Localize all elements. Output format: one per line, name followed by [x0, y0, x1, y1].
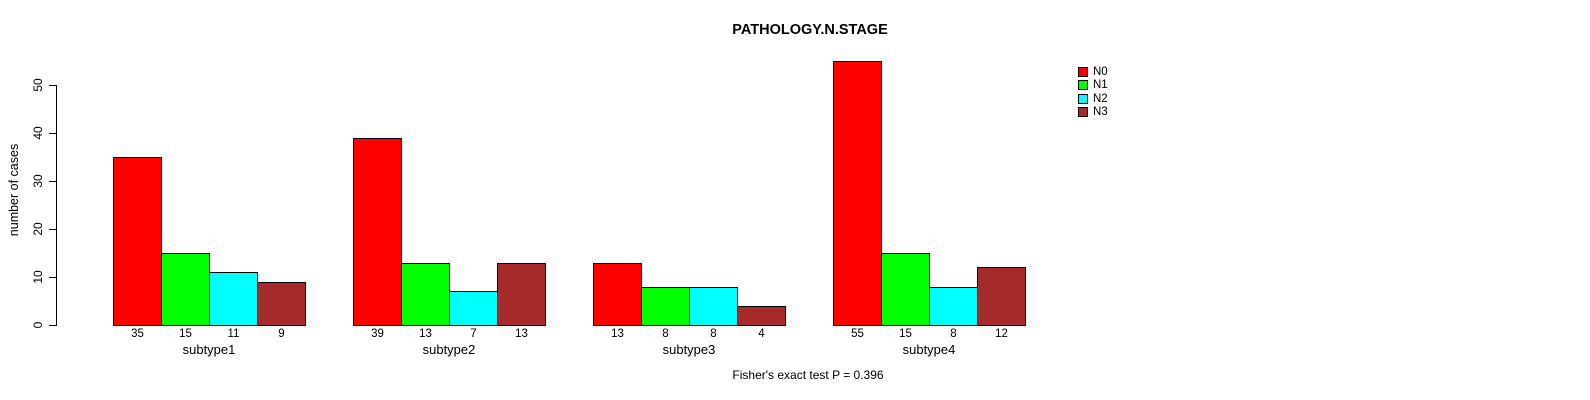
- legend-label-N1: N1: [1093, 79, 1108, 92]
- bar-subtype4-N2: [929, 286, 978, 326]
- bar-value-label: 13: [515, 328, 528, 340]
- category-label-subtype4: subtype4: [902, 342, 956, 357]
- bar-subtype2-N2: [449, 291, 498, 326]
- bar-subtype2-N1: [401, 262, 450, 326]
- bar-subtype3-N1: [641, 286, 690, 326]
- chart-title: PATHOLOGY.N.STAGE: [732, 22, 888, 38]
- bar-subtype1-N3: [257, 281, 306, 326]
- legend-swatch-N3: [1078, 107, 1088, 118]
- y-axis-tick-label: 20: [31, 222, 45, 236]
- y-axis-tick: [49, 229, 56, 230]
- bar-value-label: 15: [179, 328, 192, 340]
- bar-value-label: 8: [950, 328, 957, 340]
- bar-value-label: 7: [470, 328, 477, 340]
- y-axis-tick-label: 0: [31, 321, 45, 329]
- y-axis-tick-label: 40: [31, 126, 45, 140]
- bar-subtype4-N0: [833, 61, 882, 326]
- bar-value-label: 12: [995, 328, 1008, 340]
- legend-swatch-N0: [1078, 67, 1088, 77]
- bar-value-label: 35: [131, 328, 144, 340]
- bar-value-label: 55: [851, 328, 864, 340]
- bar-subtype3-N0: [593, 262, 642, 326]
- y-axis-tick-label: 50: [31, 78, 45, 92]
- y-axis-tick: [49, 85, 56, 86]
- bar-subtype2-N3: [497, 262, 546, 326]
- category-label-subtype3: subtype3: [662, 342, 716, 357]
- bar-subtype1-N0: [113, 157, 162, 326]
- bar-subtype3-N3: [737, 305, 786, 326]
- y-axis-label: number of cases: [7, 143, 21, 237]
- y-axis-tick: [49, 277, 56, 278]
- bar-value-label: 9: [278, 328, 285, 340]
- bar-subtype1-N2: [209, 272, 258, 326]
- bar-value-label: 13: [611, 328, 624, 340]
- y-axis-tick-label: 30: [31, 174, 45, 188]
- y-axis-tick: [49, 133, 56, 134]
- legend-label-N3: N3: [1093, 106, 1108, 119]
- bar-value-label: 8: [662, 328, 669, 340]
- bar-subtype4-N3: [977, 267, 1026, 326]
- bar-subtype3-N2: [689, 286, 738, 326]
- category-label-subtype2: subtype2: [422, 342, 476, 357]
- legend-label-N2: N2: [1093, 92, 1108, 105]
- bar-value-label: 15: [899, 328, 912, 340]
- bar-value-label: 11: [227, 328, 240, 340]
- legend-swatch-N1: [1078, 80, 1088, 91]
- bar-value-label: 39: [371, 328, 384, 340]
- bar-subtype2-N0: [353, 137, 402, 326]
- y-axis-line: [56, 85, 57, 326]
- bar-subtype1-N1: [161, 253, 210, 326]
- bar-value-label: 8: [710, 328, 717, 340]
- fisher-test-annotation: Fisher's exact test P = 0.396: [732, 368, 884, 382]
- y-axis-tick-label: 10: [31, 270, 45, 284]
- legend-swatch-N2: [1078, 93, 1088, 104]
- category-label-subtype1: subtype1: [182, 342, 236, 357]
- legend-label-N0: N0: [1093, 66, 1108, 78]
- y-axis-tick: [49, 181, 56, 182]
- bar-value-label: 4: [758, 328, 765, 340]
- bar-value-label: 13: [419, 328, 432, 340]
- y-axis-tick: [49, 325, 56, 326]
- bar-subtype4-N1: [881, 253, 930, 326]
